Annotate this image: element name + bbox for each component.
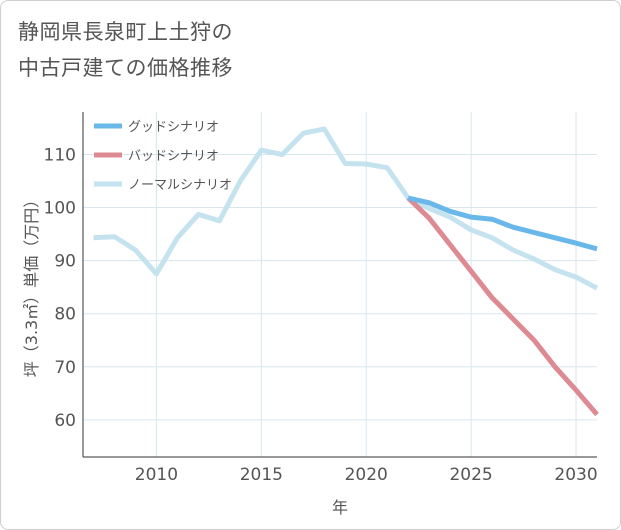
legend-label: グッドシナリオ [128, 120, 219, 135]
x-tick-label: 2025 [449, 465, 492, 485]
x-tick-label: 2030 [554, 465, 597, 485]
series-line-0 [407, 195, 598, 252]
grid [83, 112, 597, 457]
axes: 60 70 80 90 100 110 2010 2015 2020 2025 2030 [44, 112, 598, 485]
x-axis-label: 年 [332, 498, 348, 517]
y-axis-label: 坪（3.3㎡）単価（万円） [22, 192, 41, 377]
y-tick-label: 80 [54, 305, 76, 325]
series-layer [93, 126, 599, 417]
x-tick-label: 2020 [345, 465, 388, 485]
y-tick-label: 70 [54, 358, 76, 378]
legend-label: ノーマルシナリオ [128, 178, 232, 193]
legend-label: バッドシナリオ [128, 149, 219, 164]
chart-title: 静岡県長泉町上土狩の 中古戸建ての価格推移 [18, 14, 458, 86]
y-tick-label: 60 [54, 411, 76, 431]
x-tick-label: 2015 [240, 465, 283, 485]
y-tick-label: 90 [54, 252, 76, 272]
y-tick-label: 110 [44, 145, 76, 165]
chart-title-line-2: 中古戸建ての価格推移 [18, 56, 233, 80]
x-tick-label: 2010 [135, 465, 178, 485]
y-tick-label: 100 [44, 199, 76, 219]
chart-title-line-1: 静岡県長泉町上土狩の [18, 20, 233, 44]
series-line-2 [93, 126, 599, 291]
series-line-1 [406, 196, 599, 417]
